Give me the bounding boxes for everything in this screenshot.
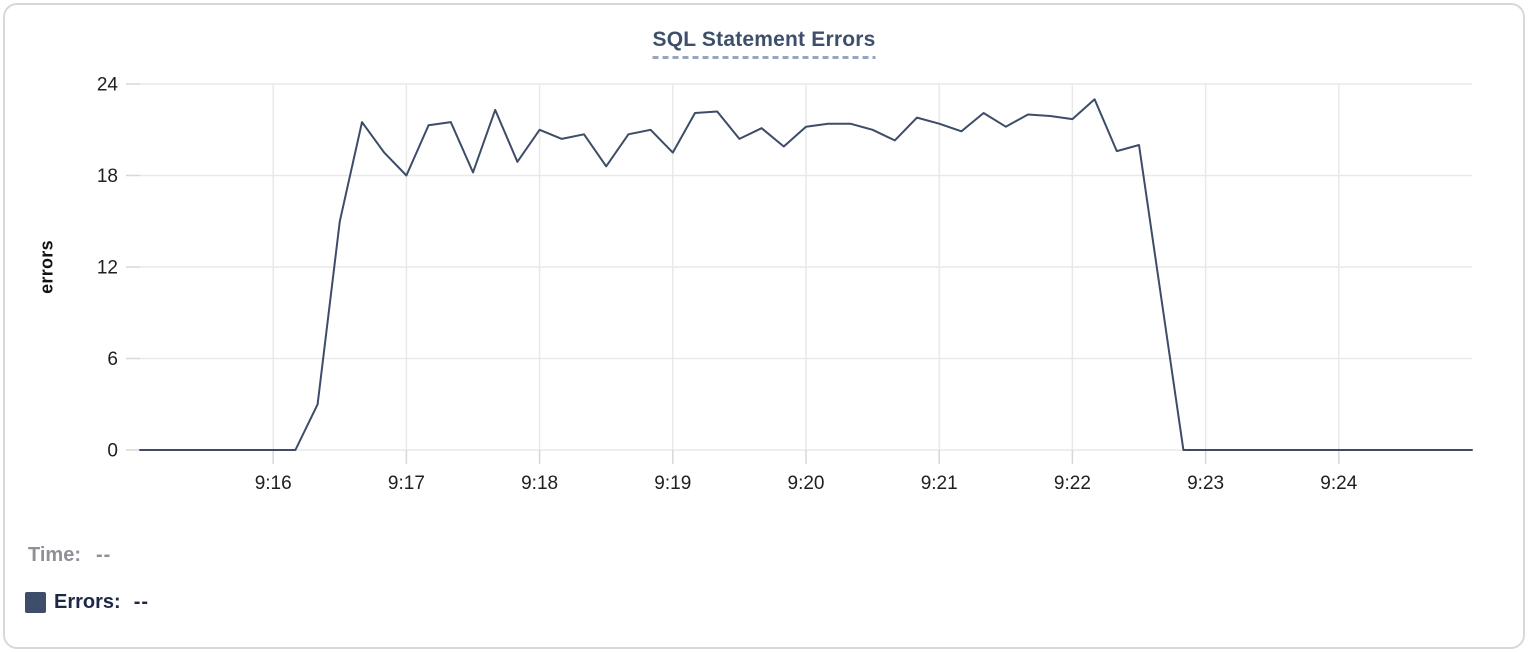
x-tick-label: 9:21 <box>921 473 958 494</box>
y-tick-label: 12 <box>97 258 118 279</box>
errors-label: Errors: <box>54 591 121 613</box>
y-tick-label: 18 <box>97 166 118 187</box>
x-tick-label: 9:20 <box>788 473 825 494</box>
legend-errors-row: Errors: -- <box>25 591 149 614</box>
y-tick-label: 0 <box>107 441 118 462</box>
x-tick-label: 9:22 <box>1054 473 1091 494</box>
legend-time-row: Time: -- <box>28 544 111 567</box>
x-tick-label: 9:19 <box>654 473 691 494</box>
x-tick-label: 9:23 <box>1187 473 1224 494</box>
x-tick-label: 9:18 <box>521 473 558 494</box>
x-tick-label: 9:24 <box>1320 473 1357 494</box>
errors-series-swatch <box>25 592 46 613</box>
y-tick-label: 6 <box>107 349 118 370</box>
y-axis-label: errors <box>36 240 57 294</box>
chart-title[interactable]: SQL Statement Errors <box>652 28 876 59</box>
chart-card <box>3 3 1525 649</box>
x-tick-label: 9:17 <box>388 473 425 494</box>
errors-line-series <box>139 98 1473 451</box>
y-tick-label: 24 <box>97 75 119 96</box>
time-value: -- <box>95 544 112 566</box>
errors-value: -- <box>133 591 150 613</box>
time-label: Time: <box>28 544 81 566</box>
x-tick-label: 9:16 <box>255 473 292 494</box>
